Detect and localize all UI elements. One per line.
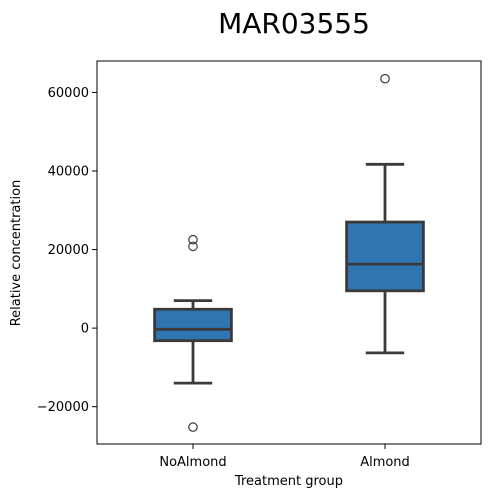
plot-border bbox=[96, 60, 482, 445]
chart-title: MAR03555 bbox=[218, 7, 370, 40]
y-tick-label: 20000 bbox=[48, 243, 89, 258]
y-tick-label: 60000 bbox=[48, 86, 89, 101]
x-axis-label: Treatment group bbox=[234, 474, 343, 489]
outlier-point-noalmond bbox=[188, 241, 198, 252]
x-tick-label: Almond bbox=[360, 455, 410, 470]
box-group-noalmond bbox=[153, 234, 233, 432]
outlier-point-almond bbox=[380, 73, 390, 84]
y-tick-label: 40000 bbox=[48, 164, 89, 179]
box-noalmond bbox=[153, 307, 233, 343]
outlier-point-noalmond bbox=[188, 234, 198, 245]
box-group-almond bbox=[345, 73, 425, 355]
axes: −20000 0 20000 40000 60000 NoAlmond Almond bbox=[37, 60, 482, 470]
box-almond bbox=[345, 220, 425, 293]
y-tick-label: −20000 bbox=[37, 400, 89, 415]
y-axis-label: Relative concentration bbox=[9, 180, 24, 327]
outlier-point-noalmond bbox=[188, 422, 198, 432]
plot-area bbox=[153, 73, 425, 432]
y-tick-label: 0 bbox=[81, 322, 89, 337]
x-tick-label: NoAlmond bbox=[159, 455, 226, 470]
